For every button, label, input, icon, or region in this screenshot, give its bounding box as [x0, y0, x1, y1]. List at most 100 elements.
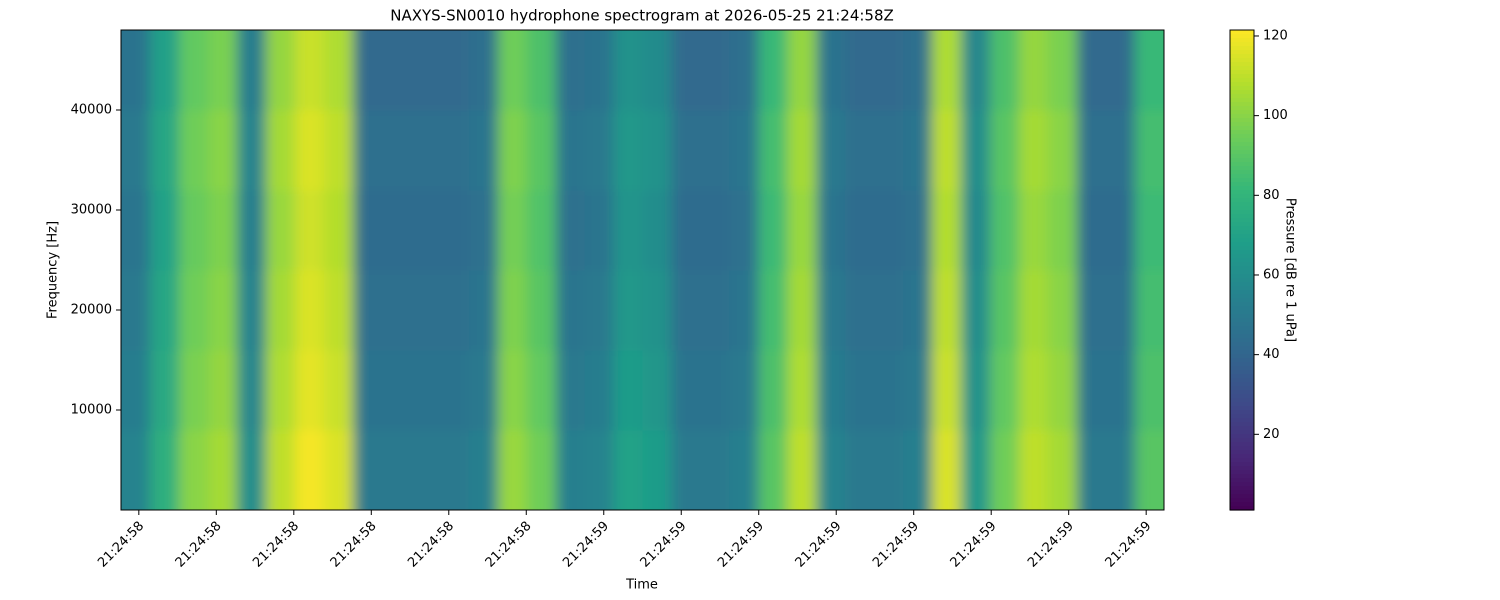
colorbar-swatch [1230, 98, 1254, 103]
heatmap-cell [265, 350, 296, 431]
heatmap-cell [671, 110, 701, 191]
colorbar-swatch [1230, 470, 1254, 475]
colorbar-swatch [1230, 198, 1254, 203]
colorbar-swatch [1230, 398, 1254, 403]
heatmap-cell [700, 110, 730, 191]
x-tick-label: 21:24:58 [328, 519, 380, 571]
colorbar-swatch [1230, 346, 1254, 351]
colorbar-tick-label: 40 [1263, 347, 1280, 362]
heatmap-cell [1105, 270, 1136, 351]
colorbar-swatch [1230, 122, 1254, 127]
heatmap-cell [150, 190, 180, 271]
x-tick-label: 21:24:59 [948, 519, 1000, 571]
heatmap-cell [526, 190, 557, 271]
heatmap-cell [1018, 350, 1049, 431]
heatmap-cell [294, 350, 325, 431]
colorbar-swatch [1230, 150, 1254, 155]
heatmap-cell [1134, 350, 1164, 431]
colorbar-swatch [1230, 422, 1254, 427]
heatmap-cell [642, 110, 673, 191]
x-tick-label: 21:24:58 [173, 519, 225, 571]
heatmap-cell [265, 430, 296, 510]
colorbar-tick-label: 20 [1263, 427, 1280, 442]
heatmap-cell [1134, 190, 1164, 271]
heatmap-cell [468, 110, 499, 191]
heatmap-cell [642, 350, 673, 431]
heatmap-cell [265, 30, 296, 111]
y-tick-label: 10000 [71, 403, 112, 418]
heatmap-cell [1076, 270, 1107, 351]
heatmap-cell [497, 30, 528, 111]
colorbar-swatch [1230, 286, 1254, 291]
heatmap-cell [700, 350, 730, 431]
heatmap-cell [294, 30, 325, 111]
plot-frame [120, 29, 1165, 511]
heatmap-cell [816, 30, 846, 111]
heatmap-cell [613, 270, 643, 351]
heatmap-cell [353, 110, 383, 191]
heatmap-cell [1105, 350, 1136, 431]
heatmap-cell [642, 30, 673, 111]
heatmap-cell [121, 110, 151, 191]
heatmap-cell [1018, 110, 1049, 191]
colorbar-swatch [1230, 234, 1254, 239]
x-tick-label: 21:24:58 [250, 519, 302, 571]
heatmap-cell [1105, 110, 1136, 191]
heatmap-cell [990, 190, 1020, 271]
heatmap-cell [816, 110, 846, 191]
colorbar-swatch [1230, 498, 1254, 503]
colorbar-swatch [1230, 494, 1254, 499]
colorbar-swatch [1230, 430, 1254, 435]
colorbar-swatch [1230, 438, 1254, 443]
heatmap-cell [324, 30, 354, 111]
colorbar-swatch [1230, 326, 1254, 331]
heatmap-cell [990, 30, 1020, 111]
colorbar-swatch [1230, 318, 1254, 323]
colorbar-swatch [1230, 338, 1254, 343]
heatmap-cell [1018, 430, 1049, 510]
heatmap-cell [903, 350, 933, 431]
colorbar-swatch [1230, 138, 1254, 143]
colorbar-swatch [1230, 94, 1254, 99]
heatmap-cell [584, 430, 614, 510]
heatmap-cell [758, 270, 788, 351]
heatmap-cell [874, 350, 904, 431]
heatmap-cell [990, 270, 1020, 351]
colorbar-swatch [1230, 434, 1254, 439]
heatmap-cell [845, 350, 875, 431]
heatmap-cell [931, 270, 962, 351]
colorbar-swatch [1230, 106, 1254, 111]
heatmap-cell [1047, 110, 1078, 191]
heatmap-cell [787, 430, 817, 510]
colorbar-swatch [1230, 30, 1254, 35]
colorbar-tick-label: 60 [1263, 267, 1280, 282]
heatmap-cell [613, 350, 643, 431]
heatmap-cell [208, 270, 238, 351]
heatmap-cell [410, 350, 441, 431]
heatmap-cell [294, 190, 325, 271]
heatmap-cell [1076, 190, 1107, 271]
colorbar-swatch [1230, 414, 1254, 419]
colorbar-swatch [1230, 322, 1254, 327]
colorbar-swatch [1230, 410, 1254, 415]
heatmap-cell [410, 270, 441, 351]
heatmap-cell [265, 190, 296, 271]
heatmap-cell [729, 270, 759, 351]
heatmap-cell [410, 110, 441, 191]
heatmap-cell [381, 350, 412, 431]
heatmap-cell [439, 430, 470, 510]
heatmap-cell [671, 190, 701, 271]
colorbar-swatch [1230, 466, 1254, 471]
heatmap-cell [555, 430, 586, 510]
heatmap-cell [671, 270, 701, 351]
colorbar-swatch [1230, 310, 1254, 315]
heatmap-cell [353, 430, 383, 510]
heatmap-cell [468, 190, 499, 271]
colorbar-swatch [1230, 502, 1254, 507]
heatmap-cell [468, 350, 499, 431]
heatmap-cell [990, 110, 1020, 191]
heatmap-cell [236, 190, 267, 271]
colorbar-swatch [1230, 306, 1254, 311]
colorbar-swatch [1230, 402, 1254, 407]
heatmap-cell [845, 430, 875, 510]
